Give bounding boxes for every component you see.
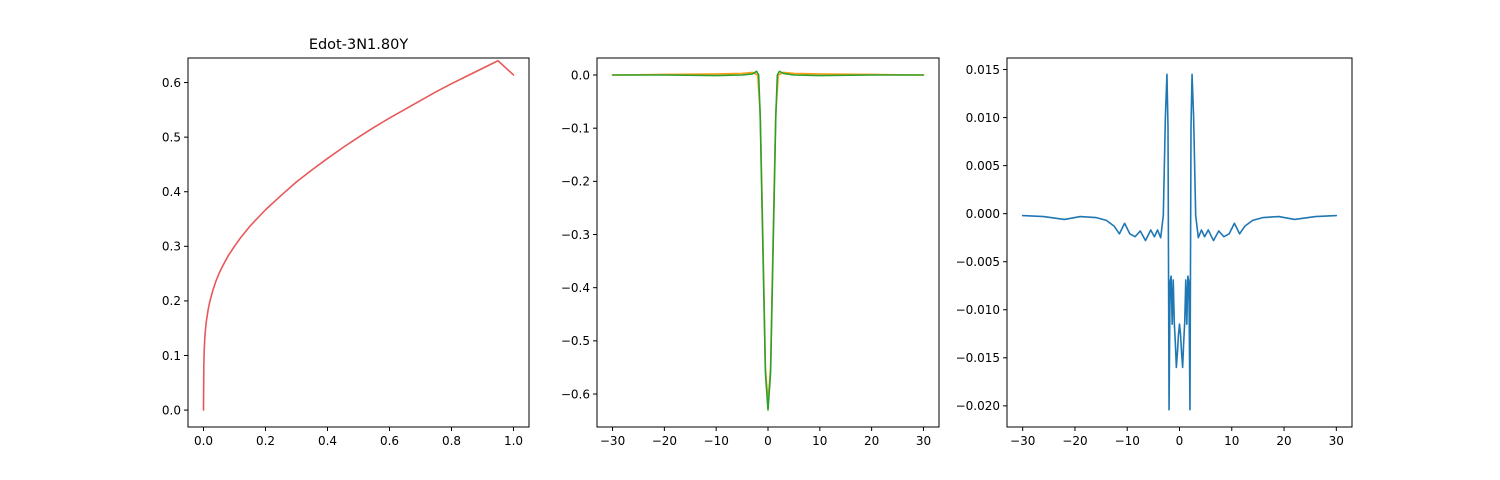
x-tick-label: −30 bbox=[600, 434, 625, 448]
subplot-3: −30 −20 −10 0 10 20 30 0.015 0.010 0.005 0.000 −0.0… bbox=[956, 57, 1353, 448]
y-tick-label: 0.005 bbox=[966, 159, 1000, 173]
x-tick-label: −20 bbox=[652, 434, 677, 448]
x-tick-label: 0.4 bbox=[318, 434, 337, 448]
y-tick-label: −0.015 bbox=[956, 351, 1000, 365]
y-tick-label: −0.020 bbox=[956, 399, 1000, 413]
y-tick-label: −0.6 bbox=[561, 387, 590, 401]
y-tick-label: 0.0 bbox=[162, 403, 181, 417]
y-tick-label: −0.3 bbox=[561, 228, 590, 242]
y-tick-label: −0.4 bbox=[561, 281, 590, 295]
y-tick-label: 0.5 bbox=[162, 130, 181, 144]
x-tick-label: 0.2 bbox=[256, 434, 275, 448]
y-tick-label: 0.0 bbox=[571, 68, 590, 82]
series-line-1 bbox=[611, 71, 925, 403]
x-tick-label: 0.6 bbox=[380, 434, 399, 448]
x-tick-label: −10 bbox=[1115, 434, 1140, 448]
y-tick-label: −0.005 bbox=[956, 255, 1000, 269]
subplot-1: 0.0 0.2 0.4 0.6 0.8 1.0 0.0 0.1 0.2 0.3 0.4 0.5 0.6 E… bbox=[162, 37, 530, 448]
axes-frame bbox=[1006, 57, 1353, 428]
y-tick-label: 0.010 bbox=[966, 111, 1000, 125]
y-tick-label: −0.1 bbox=[561, 121, 590, 135]
series-line-1 bbox=[202, 59, 515, 411]
x-tick-label: −10 bbox=[704, 434, 729, 448]
y-tick-label: 0.000 bbox=[966, 207, 1000, 221]
x-tick-label: 30 bbox=[916, 434, 931, 448]
y-tick-label: 0.4 bbox=[162, 185, 181, 199]
chart-title: Edot-3N1.80Y bbox=[309, 37, 409, 53]
x-tick-label: 20 bbox=[1276, 434, 1291, 448]
y-tick-label: −0.2 bbox=[561, 175, 590, 189]
subplot-2: −30 −20 −10 0 10 20 30 0.0 −0.1 −0.2 −0.3 −0.4 −0.5 −… bbox=[561, 57, 940, 448]
y-tick-label: 0.015 bbox=[966, 63, 1000, 77]
series-line-1 bbox=[1021, 73, 1338, 411]
y-tick-label: −0.5 bbox=[561, 334, 590, 348]
x-tick-label: 0 bbox=[1176, 434, 1184, 448]
axes-frame bbox=[187, 57, 530, 428]
y-tick-label: 0.3 bbox=[162, 240, 181, 254]
x-tick-label: −30 bbox=[1010, 434, 1035, 448]
axes-frame bbox=[596, 57, 940, 428]
x-tick-label: 0.8 bbox=[442, 434, 461, 448]
x-tick-label: 0.0 bbox=[194, 434, 213, 448]
y-tick-label: 0.6 bbox=[162, 76, 181, 90]
y-tick-label: 0.1 bbox=[162, 349, 181, 363]
x-tick-label: 30 bbox=[1329, 434, 1344, 448]
x-tick-label: −20 bbox=[1062, 434, 1087, 448]
y-tick-label: −0.010 bbox=[956, 303, 1000, 317]
series-line-2 bbox=[611, 70, 925, 411]
x-tick-label: 10 bbox=[812, 434, 827, 448]
x-tick-label: 10 bbox=[1224, 434, 1239, 448]
x-tick-label: 1.0 bbox=[504, 434, 523, 448]
y-tick-label: 0.2 bbox=[162, 294, 181, 308]
x-tick-label: 0 bbox=[764, 434, 772, 448]
x-tick-label: 20 bbox=[864, 434, 879, 448]
